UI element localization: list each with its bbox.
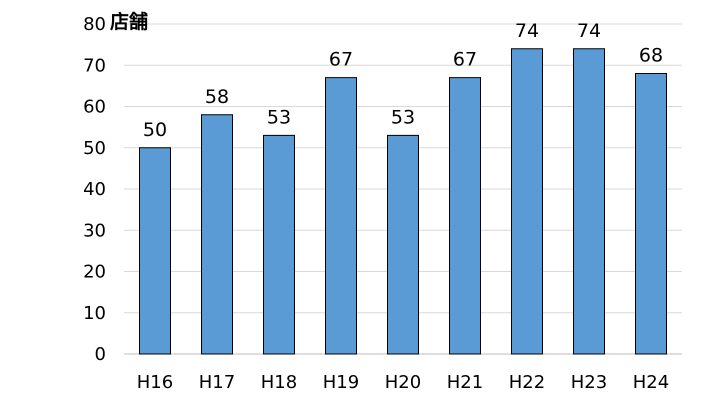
y-axis-tick-labels: 0 10 20 30 40 50 60 70 80 [83, 14, 106, 365]
y-tick-label: 10 [83, 303, 106, 324]
x-axis-tick-labels: H16 H17 H18 H19 H20 H21 H22 H23 H24 [137, 372, 669, 393]
data-labels: 50 58 53 67 53 67 74 74 68 [143, 20, 663, 141]
y-tick-label: 40 [83, 179, 106, 200]
y-tick-label: 50 [83, 138, 106, 159]
data-label: 53 [267, 106, 291, 128]
data-label: 53 [391, 106, 415, 128]
bars [139, 48, 667, 355]
y-tick-label: 0 [95, 344, 106, 365]
x-tick-label: H23 [571, 372, 607, 393]
y-tick-label: 80 [83, 14, 106, 35]
data-label: 58 [205, 86, 229, 108]
x-tick-label: H22 [509, 372, 545, 393]
data-label: 50 [143, 119, 167, 141]
bar-H22 [511, 48, 543, 355]
data-label: 68 [639, 45, 663, 67]
bar-H18 [263, 134, 295, 355]
data-label: 67 [453, 49, 477, 71]
y-tick-label: 20 [83, 262, 106, 283]
data-label: 67 [329, 49, 353, 71]
x-tick-label: H21 [447, 372, 483, 393]
y-tick-label: 30 [83, 220, 106, 241]
bar-H24 [635, 73, 667, 355]
y-tick-label: 60 [83, 97, 106, 118]
x-tick-label: H20 [385, 372, 421, 393]
bar-H20 [387, 134, 419, 355]
bar-H17 [201, 114, 233, 355]
x-tick-label: H19 [323, 372, 359, 393]
bar-H23 [573, 48, 605, 355]
x-tick-label: H18 [261, 372, 297, 393]
x-tick-label: H16 [137, 372, 173, 393]
bar-H19 [325, 77, 357, 355]
bar-H16 [139, 147, 171, 355]
bar-H21 [449, 77, 481, 355]
x-tick-label: H17 [199, 372, 235, 393]
y-tick-label: 70 [83, 55, 106, 76]
y-axis-unit-label: 店舗 [110, 10, 148, 33]
data-label: 74 [515, 20, 539, 42]
data-label: 74 [577, 20, 601, 42]
x-tick-label: H24 [633, 372, 669, 393]
